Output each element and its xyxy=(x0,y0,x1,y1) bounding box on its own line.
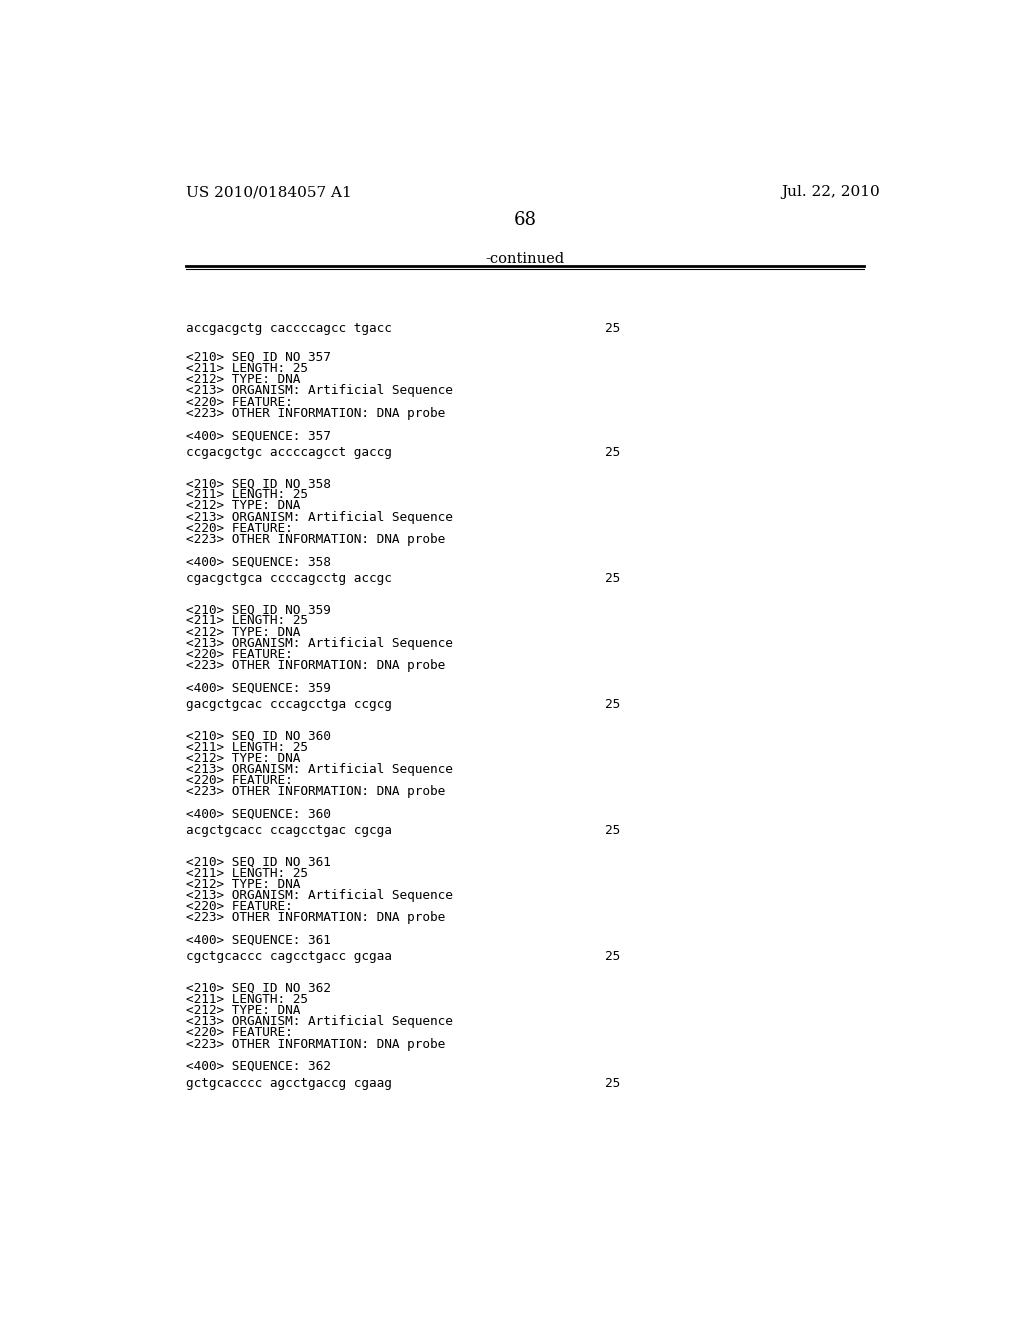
Text: 25: 25 xyxy=(604,322,620,335)
Text: cgacgctgca ccccagcctg accgc: cgacgctgca ccccagcctg accgc xyxy=(186,572,392,585)
Text: <210> SEQ ID NO 359: <210> SEQ ID NO 359 xyxy=(186,603,331,616)
Text: <400> SEQUENCE: 361: <400> SEQUENCE: 361 xyxy=(186,933,331,946)
Text: <400> SEQUENCE: 357: <400> SEQUENCE: 357 xyxy=(186,429,331,442)
Text: <220> FEATURE:: <220> FEATURE: xyxy=(186,521,293,535)
Text: <211> LENGTH: 25: <211> LENGTH: 25 xyxy=(186,362,308,375)
Text: <220> FEATURE:: <220> FEATURE: xyxy=(186,900,293,913)
Text: <212> TYPE: DNA: <212> TYPE: DNA xyxy=(186,1005,300,1016)
Text: <213> ORGANISM: Artificial Sequence: <213> ORGANISM: Artificial Sequence xyxy=(186,636,453,649)
Text: gacgctgcac cccagcctga ccgcg: gacgctgcac cccagcctga ccgcg xyxy=(186,698,392,711)
Text: <223> OTHER INFORMATION: DNA probe: <223> OTHER INFORMATION: DNA probe xyxy=(186,911,445,924)
Text: <223> OTHER INFORMATION: DNA probe: <223> OTHER INFORMATION: DNA probe xyxy=(186,1038,445,1051)
Text: <213> ORGANISM: Artificial Sequence: <213> ORGANISM: Artificial Sequence xyxy=(186,384,453,397)
Text: <220> FEATURE:: <220> FEATURE: xyxy=(186,648,293,661)
Text: <220> FEATURE:: <220> FEATURE: xyxy=(186,396,293,409)
Text: <213> ORGANISM: Artificial Sequence: <213> ORGANISM: Artificial Sequence xyxy=(186,763,453,776)
Text: ccgacgctgc accccagcct gaccg: ccgacgctgc accccagcct gaccg xyxy=(186,446,392,459)
Text: accgacgctg caccccagcc tgacc: accgacgctg caccccagcc tgacc xyxy=(186,322,392,335)
Text: <213> ORGANISM: Artificial Sequence: <213> ORGANISM: Artificial Sequence xyxy=(186,511,453,524)
Text: 68: 68 xyxy=(513,211,537,228)
Text: <212> TYPE: DNA: <212> TYPE: DNA xyxy=(186,751,300,764)
Text: <400> SEQUENCE: 358: <400> SEQUENCE: 358 xyxy=(186,556,331,568)
Text: <210> SEQ ID NO 360: <210> SEQ ID NO 360 xyxy=(186,730,331,742)
Text: 25: 25 xyxy=(604,572,620,585)
Text: <223> OTHER INFORMATION: DNA probe: <223> OTHER INFORMATION: DNA probe xyxy=(186,659,445,672)
Text: <210> SEQ ID NO 358: <210> SEQ ID NO 358 xyxy=(186,477,331,490)
Text: US 2010/0184057 A1: US 2010/0184057 A1 xyxy=(186,185,352,199)
Text: <223> OTHER INFORMATION: DNA probe: <223> OTHER INFORMATION: DNA probe xyxy=(186,785,445,799)
Text: <400> SEQUENCE: 359: <400> SEQUENCE: 359 xyxy=(186,681,331,694)
Text: -continued: -continued xyxy=(485,252,564,267)
Text: <223> OTHER INFORMATION: DNA probe: <223> OTHER INFORMATION: DNA probe xyxy=(186,533,445,546)
Text: <220> FEATURE:: <220> FEATURE: xyxy=(186,774,293,787)
Text: 25: 25 xyxy=(604,824,620,837)
Text: <212> TYPE: DNA: <212> TYPE: DNA xyxy=(186,499,300,512)
Text: <210> SEQ ID NO 357: <210> SEQ ID NO 357 xyxy=(186,351,331,364)
Text: Jul. 22, 2010: Jul. 22, 2010 xyxy=(781,185,880,199)
Text: 25: 25 xyxy=(604,698,620,711)
Text: <211> LENGTH: 25: <211> LENGTH: 25 xyxy=(186,614,308,627)
Text: acgctgcacc ccagcctgac cgcga: acgctgcacc ccagcctgac cgcga xyxy=(186,824,392,837)
Text: <210> SEQ ID NO 362: <210> SEQ ID NO 362 xyxy=(186,982,331,995)
Text: <211> LENGTH: 25: <211> LENGTH: 25 xyxy=(186,993,308,1006)
Text: 25: 25 xyxy=(604,1077,620,1089)
Text: <220> FEATURE:: <220> FEATURE: xyxy=(186,1027,293,1039)
Text: cgctgcaccc cagcctgacc gcgaa: cgctgcaccc cagcctgacc gcgaa xyxy=(186,950,392,964)
Text: <212> TYPE: DNA: <212> TYPE: DNA xyxy=(186,878,300,891)
Text: 25: 25 xyxy=(604,950,620,964)
Text: <400> SEQUENCE: 362: <400> SEQUENCE: 362 xyxy=(186,1060,331,1073)
Text: <213> ORGANISM: Artificial Sequence: <213> ORGANISM: Artificial Sequence xyxy=(186,890,453,902)
Text: <223> OTHER INFORMATION: DNA probe: <223> OTHER INFORMATION: DNA probe xyxy=(186,407,445,420)
Text: <213> ORGANISM: Artificial Sequence: <213> ORGANISM: Artificial Sequence xyxy=(186,1015,453,1028)
Text: <212> TYPE: DNA: <212> TYPE: DNA xyxy=(186,374,300,387)
Text: <211> LENGTH: 25: <211> LENGTH: 25 xyxy=(186,488,308,502)
Text: <212> TYPE: DNA: <212> TYPE: DNA xyxy=(186,626,300,639)
Text: <210> SEQ ID NO 361: <210> SEQ ID NO 361 xyxy=(186,855,331,869)
Text: <400> SEQUENCE: 360: <400> SEQUENCE: 360 xyxy=(186,808,331,821)
Text: <211> LENGTH: 25: <211> LENGTH: 25 xyxy=(186,741,308,754)
Text: gctgcacccc agcctgaccg cgaag: gctgcacccc agcctgaccg cgaag xyxy=(186,1077,392,1089)
Text: 25: 25 xyxy=(604,446,620,459)
Text: <211> LENGTH: 25: <211> LENGTH: 25 xyxy=(186,867,308,879)
